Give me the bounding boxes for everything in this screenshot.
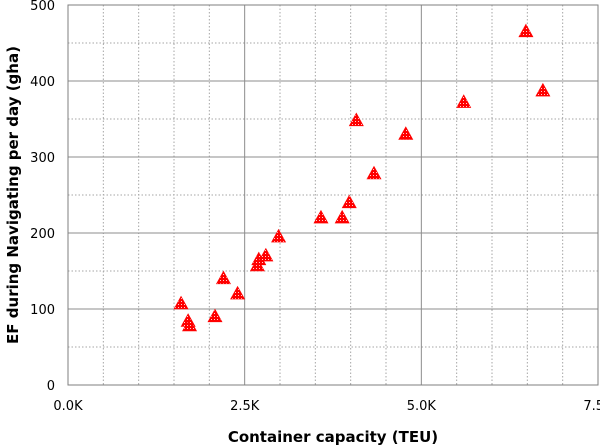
y-tick-label: 300 [30, 151, 55, 166]
data-point-triangle [230, 285, 246, 300]
data-point-triangle [398, 126, 414, 140]
major-grid [68, 5, 598, 385]
y-axis-ticks: 0 100 200 300 400 500 [30, 0, 55, 394]
y-tick-label: 400 [30, 75, 55, 90]
y-tick-label: 500 [30, 0, 55, 14]
data-point-triangle [313, 209, 329, 224]
y-tick-label: 200 [30, 227, 55, 242]
data-point-triangle [518, 23, 534, 38]
minor-grid [68, 5, 598, 385]
x-tick-label: 7.5K [583, 399, 600, 414]
data-point-triangle [456, 94, 472, 108]
x-axis-title: Container capacity (TEU) [228, 428, 438, 446]
data-point-triangle [215, 270, 231, 285]
x-tick-label: 0.0K [53, 399, 83, 414]
data-point-triangle [271, 228, 287, 243]
data-point-triangle [334, 209, 350, 224]
plot-area [67, 4, 599, 386]
data-point-triangle [535, 82, 551, 97]
data-points [173, 23, 551, 332]
x-tick-label: 2.5K [230, 399, 260, 414]
data-point-triangle [207, 308, 223, 323]
data-point-triangle [173, 295, 189, 310]
y-tick-label: 100 [30, 303, 55, 318]
y-axis-title: EF during Navigating per day (gha) [4, 46, 22, 344]
data-point-triangle [348, 112, 364, 127]
x-axis-ticks: 0.0K 2.5K 5.0K 7.5K [53, 399, 600, 414]
data-point-triangle [258, 247, 274, 262]
x-tick-label: 5.0K [407, 399, 437, 414]
y-tick-label: 0 [47, 379, 55, 394]
data-point-triangle [182, 317, 198, 332]
data-point-triangle [341, 194, 357, 209]
data-point-triangle [366, 165, 382, 180]
